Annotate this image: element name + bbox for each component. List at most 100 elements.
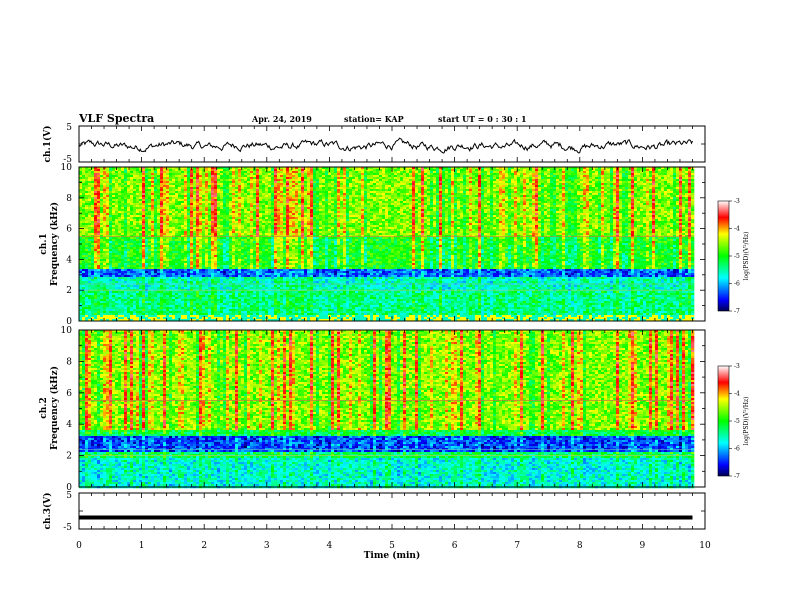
spectrogram-cell xyxy=(430,209,434,212)
spectrogram-cell xyxy=(622,167,626,170)
spectrogram-cell xyxy=(103,201,107,204)
spectrogram-cell xyxy=(571,201,575,204)
spectrogram-cell xyxy=(571,181,575,184)
spectrogram-cell xyxy=(259,191,263,194)
spectrogram-cell xyxy=(124,175,128,178)
spectrogram-cell xyxy=(508,213,512,216)
spectrogram-cell xyxy=(268,173,272,176)
spectrogram-cell xyxy=(367,173,371,176)
spectrogram-cell xyxy=(601,211,605,214)
spectrogram-cell xyxy=(175,209,179,212)
spectrogram-cell xyxy=(271,201,275,204)
spectrogram-cell xyxy=(538,197,542,200)
spectrogram-cell xyxy=(175,169,179,172)
spectrogram-cell xyxy=(616,193,620,196)
spectrogram-cell xyxy=(379,213,383,216)
spectrogram-cell xyxy=(643,191,647,194)
spectrogram-cell xyxy=(460,205,464,208)
spectrogram-cell xyxy=(223,185,227,188)
spectrogram-cell xyxy=(367,205,371,208)
spectrogram-cell xyxy=(208,167,212,170)
spectrogram-cell xyxy=(442,197,446,200)
spectrogram-cell xyxy=(250,183,254,186)
spectrogram-cell xyxy=(460,203,464,206)
spectrogram-cell xyxy=(292,207,296,210)
spectrogram-cell xyxy=(451,201,455,204)
spectrogram-cell xyxy=(193,187,197,190)
spectrogram-cell xyxy=(292,185,296,188)
spectrogram-cell xyxy=(616,171,620,174)
spectrogram-cell xyxy=(394,211,398,214)
spectrogram-cell xyxy=(502,197,506,200)
spectrogram-cell xyxy=(301,187,305,190)
spectrogram-cell xyxy=(373,199,377,202)
spectrogram-cell xyxy=(160,181,164,184)
spectrogram-cell xyxy=(409,173,413,176)
spectrogram-cell xyxy=(247,185,251,188)
spectrogram-cell xyxy=(154,173,158,176)
spectrogram-cell xyxy=(301,179,305,182)
spectrogram-cell xyxy=(301,197,305,200)
spectrogram-cell xyxy=(625,175,629,178)
spectrogram-cell xyxy=(595,179,599,182)
spectrogram-cell xyxy=(625,183,629,186)
spectrogram-cell xyxy=(568,171,572,174)
spectrogram-cell xyxy=(223,207,227,210)
spectrogram-cell xyxy=(652,187,656,190)
spectrogram-cell xyxy=(247,205,251,208)
spectrogram-cell xyxy=(526,171,530,174)
spectrogram-cell xyxy=(310,191,314,194)
spectrogram-cell xyxy=(562,201,566,204)
spectrogram-cell xyxy=(517,209,521,212)
spectrogram-cell xyxy=(121,209,125,212)
spectrogram-cell xyxy=(97,207,101,210)
spectrogram-cell xyxy=(364,193,368,196)
spectrogram-cell xyxy=(172,173,176,176)
spectrogram-cell xyxy=(565,197,569,200)
spectrogram-cell xyxy=(238,211,242,214)
spectrogram-cell xyxy=(217,191,221,194)
spectrogram-cell xyxy=(163,197,167,200)
spectrogram-cell xyxy=(124,191,128,194)
spectrogram-cell xyxy=(418,177,422,180)
spectrogram-cell xyxy=(145,201,149,204)
spectrogram-cell xyxy=(94,195,98,198)
spectrogram-cell xyxy=(130,199,134,202)
spectrogram-cell xyxy=(268,209,272,212)
spectrogram-cell xyxy=(445,205,449,208)
spectrogram-cell xyxy=(622,197,626,200)
spectrogram-cell xyxy=(460,213,464,216)
spectrogram-cell xyxy=(304,213,308,216)
spectrogram-cell xyxy=(412,181,416,184)
spectrogram-cell xyxy=(391,207,395,210)
spectrogram-cell xyxy=(493,209,497,212)
spectrogram-cell xyxy=(361,207,365,210)
spectrogram-cell xyxy=(598,177,602,180)
spectrogram-cell xyxy=(346,209,350,212)
spectrogram-cell xyxy=(418,201,422,204)
spectrogram-cell xyxy=(205,199,209,202)
spectrogram-cell xyxy=(229,183,233,186)
spectrogram-cell xyxy=(655,185,659,188)
spectrogram-cell xyxy=(577,205,581,208)
spectrogram-cell xyxy=(109,203,113,206)
spectrogram-cell xyxy=(622,171,626,174)
spectrogram-cell xyxy=(265,211,269,214)
spectrogram-cell xyxy=(619,197,623,200)
spectrogram-cell xyxy=(517,213,521,216)
spectrogram-cell xyxy=(82,213,86,216)
spectrogram-cell xyxy=(658,187,662,190)
spectrogram-cell xyxy=(547,179,551,182)
spectrogram-cell xyxy=(205,195,209,198)
spectrogram-cell xyxy=(187,179,191,182)
spectrogram-cell xyxy=(505,193,509,196)
spectrogram-cell xyxy=(91,201,95,204)
spectrogram-cell xyxy=(328,199,332,202)
spectrogram-cell xyxy=(391,205,395,208)
spectrogram-cell xyxy=(190,209,194,212)
spectrogram-cell xyxy=(271,181,275,184)
spectrogram-cell xyxy=(508,183,512,186)
spectrogram-cell xyxy=(577,207,581,210)
spectrogram-cell xyxy=(403,181,407,184)
spectrogram-cell xyxy=(682,201,686,204)
